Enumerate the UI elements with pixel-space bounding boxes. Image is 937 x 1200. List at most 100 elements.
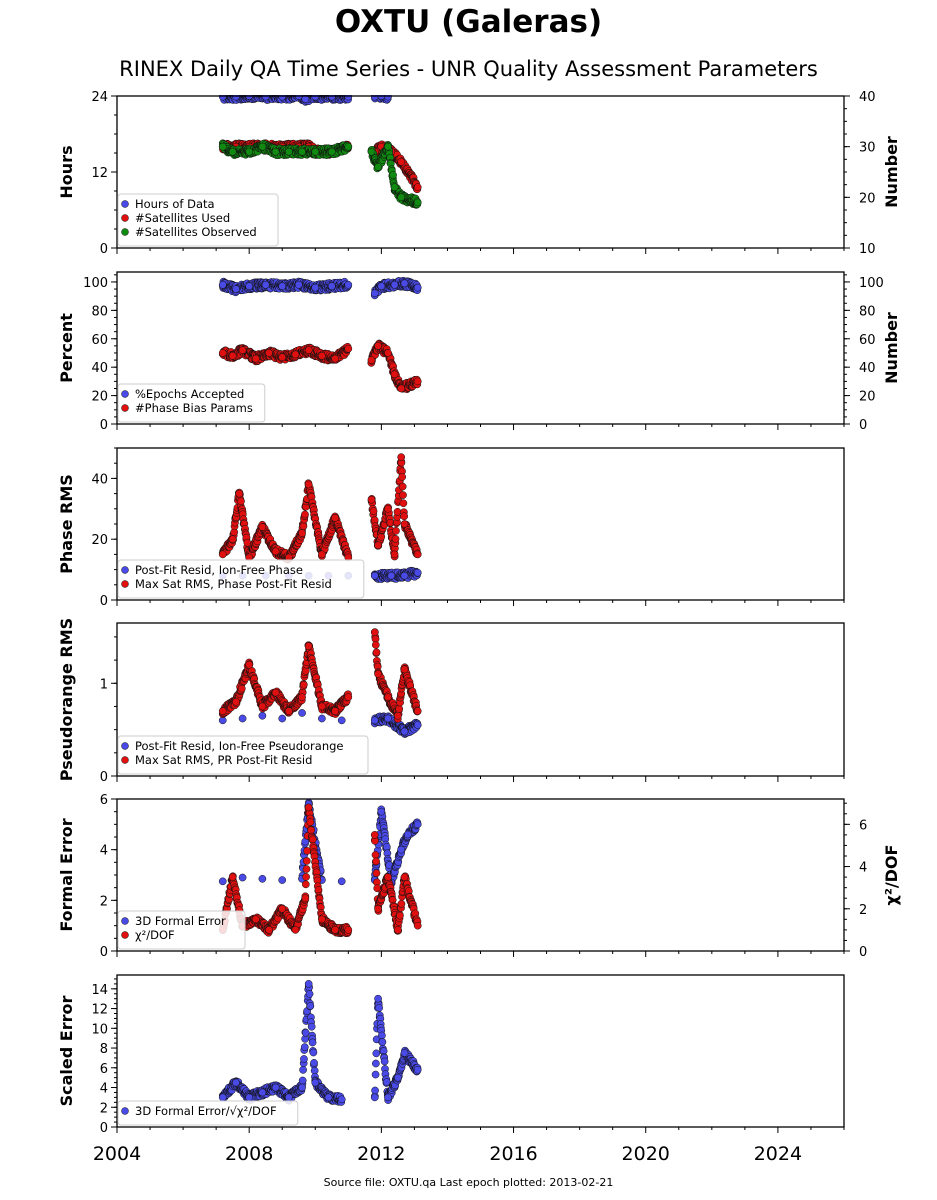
data-point (311, 283, 320, 292)
data-point (367, 495, 376, 504)
legend-label: 3D Formal Error (135, 914, 226, 928)
data-point (372, 648, 381, 657)
data-point (318, 915, 326, 924)
data-point (218, 280, 227, 289)
data-point (371, 1070, 380, 1079)
data-point (278, 353, 287, 362)
legend-label: χ²/DOF (135, 928, 175, 942)
data-point (413, 283, 422, 292)
data-point (372, 1049, 381, 1058)
data-point (374, 342, 382, 350)
data-point (397, 899, 406, 908)
data-point (304, 480, 313, 489)
y-tick-label: 12 (91, 1003, 108, 1018)
data-point (235, 489, 244, 498)
data-point (370, 289, 379, 298)
data-point (302, 857, 311, 865)
data-point (396, 911, 404, 920)
y-axis-label: Scaled Error (57, 996, 76, 1107)
data-point (392, 526, 400, 535)
y2-tick-label: 2 (859, 903, 867, 918)
data-point (301, 880, 310, 889)
plot-frame (116, 95, 845, 249)
data-point (374, 670, 382, 678)
data-point (413, 568, 422, 577)
data-point (238, 714, 247, 723)
y-tick-label: 10 (91, 1022, 108, 1037)
data-point (284, 707, 293, 715)
data-point (397, 158, 406, 166)
data-point (372, 1059, 380, 1068)
data-point (403, 830, 412, 839)
data-point (298, 709, 306, 717)
data-point (318, 714, 326, 723)
data-point (393, 507, 402, 516)
data-point (398, 482, 407, 491)
data-point (400, 512, 409, 521)
data-point (218, 349, 227, 357)
data-point (300, 1043, 309, 1051)
legend-marker (121, 931, 129, 939)
data-point (294, 280, 303, 289)
data-point (245, 282, 254, 291)
legend-label: #Phase Bias Params (135, 401, 253, 415)
data-point (413, 183, 422, 192)
legend-box (117, 735, 369, 775)
data-point (397, 845, 406, 854)
legend-box (117, 559, 365, 599)
y2-tick-label: 40 (859, 361, 876, 376)
data-point (245, 660, 254, 669)
legend-marker (121, 742, 129, 750)
data-point (344, 344, 353, 353)
legend-marker (121, 390, 129, 398)
y-tick-label: 0 (100, 1121, 108, 1136)
legend-label: Post-Fit Resid, Ion-Free Pseudorange (135, 739, 343, 753)
legend-marker (121, 228, 129, 236)
legend-marker (121, 200, 129, 208)
y2-tick-label: 30 (859, 141, 876, 156)
data-point (318, 550, 326, 559)
data-point (238, 873, 247, 882)
data-point (228, 147, 237, 156)
data-point (309, 1048, 318, 1057)
legend-label: Hours of Data (135, 197, 215, 211)
data-point (298, 693, 306, 702)
data-point (413, 550, 422, 559)
data-point (307, 826, 315, 835)
y-tick-label: 2 (100, 1101, 108, 1116)
data-point (218, 707, 227, 715)
data-point (300, 1055, 308, 1063)
data-point (344, 280, 353, 289)
data-point (399, 499, 408, 508)
data-point (377, 807, 386, 816)
legend-label: Max Sat RMS, Phase Post-Fit Resid (135, 577, 332, 591)
data-point (397, 384, 406, 393)
y2-tick-label: 4 (859, 861, 867, 876)
legend: Hours of Data#Satellites Used#Satellites… (117, 193, 279, 247)
data-point (271, 688, 280, 697)
data-point (337, 716, 346, 725)
data-point (228, 873, 237, 881)
data-point (391, 535, 400, 543)
data-point (337, 877, 346, 886)
data-point (384, 873, 392, 881)
data-point (413, 707, 422, 715)
data-point (298, 529, 306, 537)
data-point (413, 921, 422, 930)
data-point (387, 571, 396, 580)
data-point (400, 520, 409, 528)
data-point (394, 711, 402, 720)
data-point (331, 354, 339, 363)
data-point (308, 835, 317, 844)
legend-marker (121, 580, 129, 588)
legend-marker (121, 756, 129, 764)
data-point (372, 857, 380, 866)
y2-tick-label: 80 (859, 304, 876, 319)
y-tick-label: 0 (100, 242, 108, 257)
x-tick-label: 2016 (489, 1143, 537, 1165)
x-tick-label: 2008 (225, 1143, 273, 1165)
plot-frame (116, 798, 845, 952)
data-point (318, 702, 326, 711)
data-point (390, 183, 399, 192)
